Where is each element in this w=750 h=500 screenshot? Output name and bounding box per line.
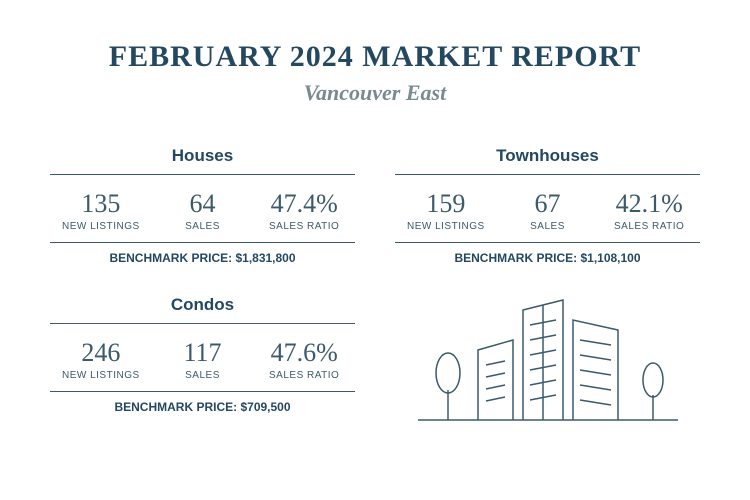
stat-label: NEW LISTINGS [395, 221, 497, 232]
stat-label: SALES [497, 221, 599, 232]
page-title: FEBRUARY 2024 MARKET REPORT [50, 40, 700, 74]
stat-value: 159 [395, 189, 497, 219]
page-subtitle: Vancouver East [50, 80, 700, 106]
stat-label: SALES RATIO [253, 370, 355, 381]
buildings-icon [408, 295, 688, 425]
benchmark-prefix: BENCHMARK PRICE: [454, 251, 580, 265]
stat-value: 64 [152, 189, 254, 219]
card-stats: 159 NEW LISTINGS 67 SALES 42.1% SALES RA… [395, 174, 700, 243]
benchmark-value: $1,108,100 [580, 251, 640, 265]
card-title: Townhouses [395, 146, 700, 174]
card-condos: Condos 246 NEW LISTINGS 117 SALES 47.6% … [50, 295, 355, 425]
benchmark-prefix: BENCHMARK PRICE: [114, 400, 240, 414]
stat-label: SALES [152, 370, 254, 381]
card-title: Houses [50, 146, 355, 174]
card-title: Condos [50, 295, 355, 323]
stat-value: 47.6% [253, 338, 355, 368]
stat-sales: 64 SALES [152, 189, 254, 232]
stats-grid: Houses 135 NEW LISTINGS 64 SALES 47.4% S… [50, 146, 700, 425]
stat-value: 67 [497, 189, 599, 219]
card-stats: 246 NEW LISTINGS 117 SALES 47.6% SALES R… [50, 323, 355, 392]
benchmark-price: BENCHMARK PRICE: $709,500 [50, 400, 355, 414]
stat-sales-ratio: 47.6% SALES RATIO [253, 338, 355, 381]
benchmark-price: BENCHMARK PRICE: $1,831,800 [50, 251, 355, 265]
stat-label: SALES [152, 221, 254, 232]
stat-value: 47.4% [253, 189, 355, 219]
benchmark-value: $709,500 [240, 400, 290, 414]
stat-value: 246 [50, 338, 152, 368]
stat-label: NEW LISTINGS [50, 221, 152, 232]
stat-sales-ratio: 47.4% SALES RATIO [253, 189, 355, 232]
buildings-illustration [395, 295, 700, 425]
stat-new-listings: 246 NEW LISTINGS [50, 338, 152, 381]
stat-sales: 117 SALES [152, 338, 254, 381]
benchmark-prefix: BENCHMARK PRICE: [109, 251, 235, 265]
stat-label: SALES RATIO [598, 221, 700, 232]
stat-new-listings: 135 NEW LISTINGS [50, 189, 152, 232]
card-townhouses: Townhouses 159 NEW LISTINGS 67 SALES 42.… [395, 146, 700, 265]
stat-value: 117 [152, 338, 254, 368]
card-stats: 135 NEW LISTINGS 64 SALES 47.4% SALES RA… [50, 174, 355, 243]
stat-label: SALES RATIO [253, 221, 355, 232]
benchmark-value: $1,831,800 [235, 251, 295, 265]
stat-sales-ratio: 42.1% SALES RATIO [598, 189, 700, 232]
stat-label: NEW LISTINGS [50, 370, 152, 381]
stat-sales: 67 SALES [497, 189, 599, 232]
card-houses: Houses 135 NEW LISTINGS 64 SALES 47.4% S… [50, 146, 355, 265]
stat-value: 135 [50, 189, 152, 219]
stat-new-listings: 159 NEW LISTINGS [395, 189, 497, 232]
stat-value: 42.1% [598, 189, 700, 219]
benchmark-price: BENCHMARK PRICE: $1,108,100 [395, 251, 700, 265]
